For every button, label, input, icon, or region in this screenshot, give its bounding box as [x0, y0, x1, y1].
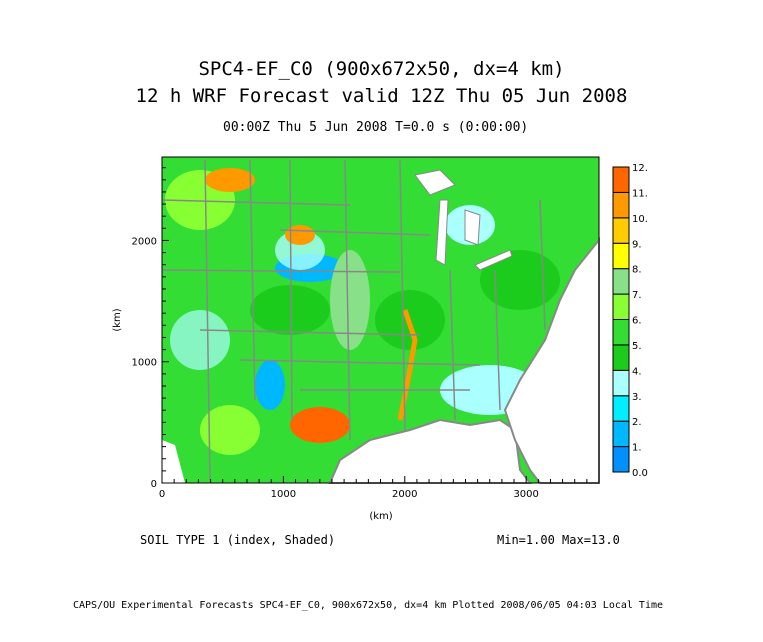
lake-superior	[414, 169, 456, 196]
x-tick-label: 2000	[392, 489, 417, 500]
y-tick-label: 1000	[132, 358, 157, 369]
plot-subtitle: 12 h WRF Forecast valid 12Z Thu 05 Jun 2…	[135, 85, 628, 107]
pacific-ocean	[162, 440, 185, 483]
colorbar-label: 9.	[632, 239, 642, 250]
colorbar-label: 0.0	[632, 468, 648, 479]
colorbar-bin	[612, 166, 630, 193]
footer-credit: CAPS/OU Experimental Forecasts SPC4-EF_C…	[73, 600, 664, 611]
region-shade	[285, 225, 315, 245]
colorbar-label: 2.	[632, 417, 642, 428]
colorbar-bin	[612, 446, 630, 473]
colorbar-bin	[612, 369, 630, 397]
time-label: 00:00Z Thu 5 Jun 2008 T=0.0 s (0:00:00)	[223, 120, 529, 135]
colorbar-bin	[612, 344, 630, 371]
region-shade	[290, 407, 350, 443]
x-axis: 0 1000 2000 3000	[159, 476, 600, 500]
colorbar-bin	[612, 420, 630, 448]
region-shade	[250, 285, 330, 335]
region-shade	[255, 360, 285, 410]
lake-michigan	[435, 199, 449, 266]
region-shade	[480, 250, 560, 310]
colorbar-label: 6.	[632, 316, 642, 327]
colorbar-bin	[612, 293, 630, 321]
colorbar-bin	[612, 242, 630, 270]
colorbar-label: 8.	[632, 265, 642, 276]
y-tick-label: 2000	[132, 236, 157, 247]
x-axis-label: (km)	[369, 511, 392, 522]
min-max-label: Min=1.00 Max=13.0	[497, 533, 620, 547]
colorbar-label: 3.	[632, 392, 642, 403]
colorbar-label: 7.	[632, 290, 642, 301]
y-axis-label: (km)	[112, 308, 123, 331]
colorbar-bin	[612, 191, 630, 219]
x-tick-label: 3000	[513, 489, 538, 500]
colorbar-label: 5.	[632, 341, 642, 352]
y-tick-label: 0	[151, 479, 157, 490]
lake-erie	[474, 249, 513, 271]
colorbar-label: 1.	[632, 443, 642, 454]
region-shade	[170, 310, 230, 370]
region-shade	[330, 250, 370, 350]
colorbar-label: 11.	[632, 188, 648, 199]
colorbar-bin	[612, 268, 630, 295]
y-axis: 0 1000 2000	[132, 167, 169, 490]
x-tick-label: 1000	[271, 489, 296, 500]
plot-title: SPC4-EF_C0 (900x672x50, dx=4 km)	[198, 58, 565, 80]
state-boundaries	[161, 159, 546, 481]
colorbar-label: 12.	[632, 163, 648, 174]
region-shade	[205, 168, 255, 192]
gulf-of-mexico	[328, 418, 533, 484]
soil-type-map	[161, 156, 600, 484]
field-label: SOIL TYPE 1 (index, Shaded)	[140, 533, 336, 547]
colorbar-bin	[612, 395, 630, 422]
colorbar-label: 4.	[632, 366, 642, 377]
x-tick-label: 0	[159, 489, 165, 500]
colorbar-bin	[612, 217, 630, 244]
colorbar: 0.0 1. 2. 3. 4. 5. 6. 7. 8. 9. 10. 11. 12.	[612, 163, 648, 479]
region-shade	[200, 405, 260, 455]
colorbar-label: 10.	[632, 214, 648, 225]
lake-huron	[464, 209, 481, 246]
colorbar-bin	[612, 319, 630, 346]
